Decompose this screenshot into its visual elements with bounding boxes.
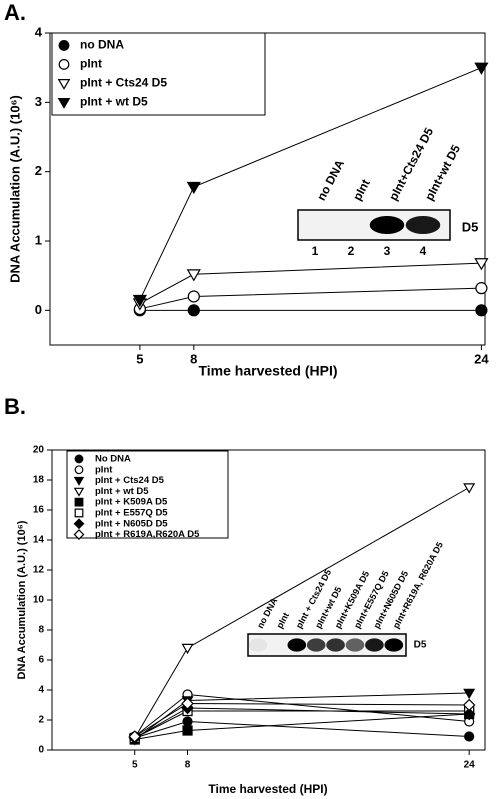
y-axis-title: DNA Accumulation (A.U.) (10⁶): [7, 95, 22, 283]
marker: [187, 304, 200, 317]
blot-band: [306, 638, 326, 652]
x-tick-label: 8: [190, 351, 197, 366]
marker: [475, 282, 488, 295]
y-axis-title: DNA Accumulation (A.U.) (10⁶): [16, 520, 28, 679]
legend-label: pInt + Cts24 D5: [80, 76, 167, 90]
marker: [186, 269, 201, 282]
legend-marker: [57, 98, 71, 109]
blot-band: [384, 638, 404, 652]
legend-marker: [73, 487, 85, 497]
marker: [464, 731, 475, 742]
legend-marker: [74, 508, 84, 518]
legend-marker: [74, 497, 84, 507]
x-tick-label: 5: [132, 760, 138, 771]
legend-marker: [73, 476, 85, 486]
lane-number: 3: [384, 244, 391, 258]
marker: [128, 730, 141, 743]
legend-marker: [74, 454, 84, 464]
blot-band: [287, 638, 307, 652]
legend-box: [51, 32, 266, 116]
x-tick-label: 5: [136, 351, 143, 366]
y-tick-label: 3: [35, 94, 42, 109]
x-tick-label: 24: [464, 760, 476, 771]
y-tick-label: 2: [35, 163, 42, 178]
blot-band: [248, 638, 268, 652]
legend-label: pInt + E557Q D5: [95, 507, 168, 518]
marker: [181, 643, 194, 655]
x-axis-title: Time harvested (HPI): [208, 782, 327, 796]
legend-marker: [58, 59, 70, 70]
legend-label: pInt + wt D5: [95, 486, 149, 497]
y-tick-label: 4: [35, 24, 43, 39]
marker: [475, 304, 488, 317]
y-tick-label: 0: [35, 302, 42, 317]
legend-marker: [74, 465, 84, 475]
legend-marker: [73, 529, 85, 540]
panel-label: B.: [4, 394, 26, 419]
marker: [463, 688, 476, 700]
y-tick-label: 0: [38, 745, 44, 756]
y-tick-label: 2: [38, 715, 44, 726]
legend-label: pInt + Cts24 D5: [95, 475, 165, 486]
y-tick-label: 4: [38, 685, 44, 696]
y-tick-label: 14: [33, 535, 45, 546]
legend-label: pInt: [95, 464, 113, 475]
marker: [181, 697, 194, 710]
y-tick-label: 1: [35, 232, 42, 247]
legend-marker: [57, 79, 71, 90]
x-axis-title: Time harvested (HPI): [198, 363, 337, 379]
marker: [182, 716, 193, 727]
legend-label: pInt + R619A,R620A D5: [95, 529, 200, 540]
y-tick-label: 20: [33, 445, 45, 456]
blot-band: [345, 638, 365, 652]
blot-band: [405, 216, 441, 234]
plot-frame: [49, 32, 486, 346]
lane-label: pInt: [350, 177, 373, 203]
marker: [186, 181, 201, 195]
blot-band: [326, 638, 345, 652]
blot-band: [365, 638, 384, 652]
y-tick-label: 12: [33, 565, 45, 576]
legend-label: No DNA: [95, 453, 131, 464]
legend-label: pInt + K509A D5: [95, 497, 168, 508]
lane-label: no DNA: [314, 157, 347, 203]
blot-label: D5: [414, 640, 427, 651]
blot-band: [369, 216, 405, 234]
marker: [474, 258, 489, 271]
legend-marker: [73, 518, 85, 530]
marker: [474, 62, 489, 75]
marker: [463, 483, 476, 494]
lane-number: 1: [312, 244, 319, 258]
legend-marker: [58, 40, 70, 51]
lane-number: 4: [420, 244, 427, 258]
panel-label: A.: [4, 0, 26, 25]
y-tick-label: 8: [38, 625, 44, 636]
blot-label: D5: [462, 219, 479, 234]
marker: [187, 290, 200, 303]
legend-box: [66, 450, 229, 539]
legend-label: pInt + N605D D5: [95, 518, 168, 529]
x-tick-label: 24: [474, 351, 489, 366]
y-tick-label: 10: [33, 595, 45, 606]
x-tick-label: 8: [185, 760, 191, 771]
legend-label: pInt + wt D5: [80, 95, 148, 109]
y-tick-label: 6: [38, 655, 44, 666]
legend-label: pInt: [80, 57, 102, 71]
y-tick-label: 16: [33, 505, 45, 516]
lane-label: pInt: [274, 611, 291, 630]
lane-label: pInt+wt D5: [422, 142, 463, 203]
marker: [182, 725, 193, 736]
legend-label: no DNA: [80, 38, 124, 52]
marker: [462, 698, 476, 712]
marker: [462, 707, 476, 721]
lane-number: 2: [348, 244, 355, 258]
marker: [132, 294, 147, 308]
y-tick-label: 18: [33, 475, 45, 486]
